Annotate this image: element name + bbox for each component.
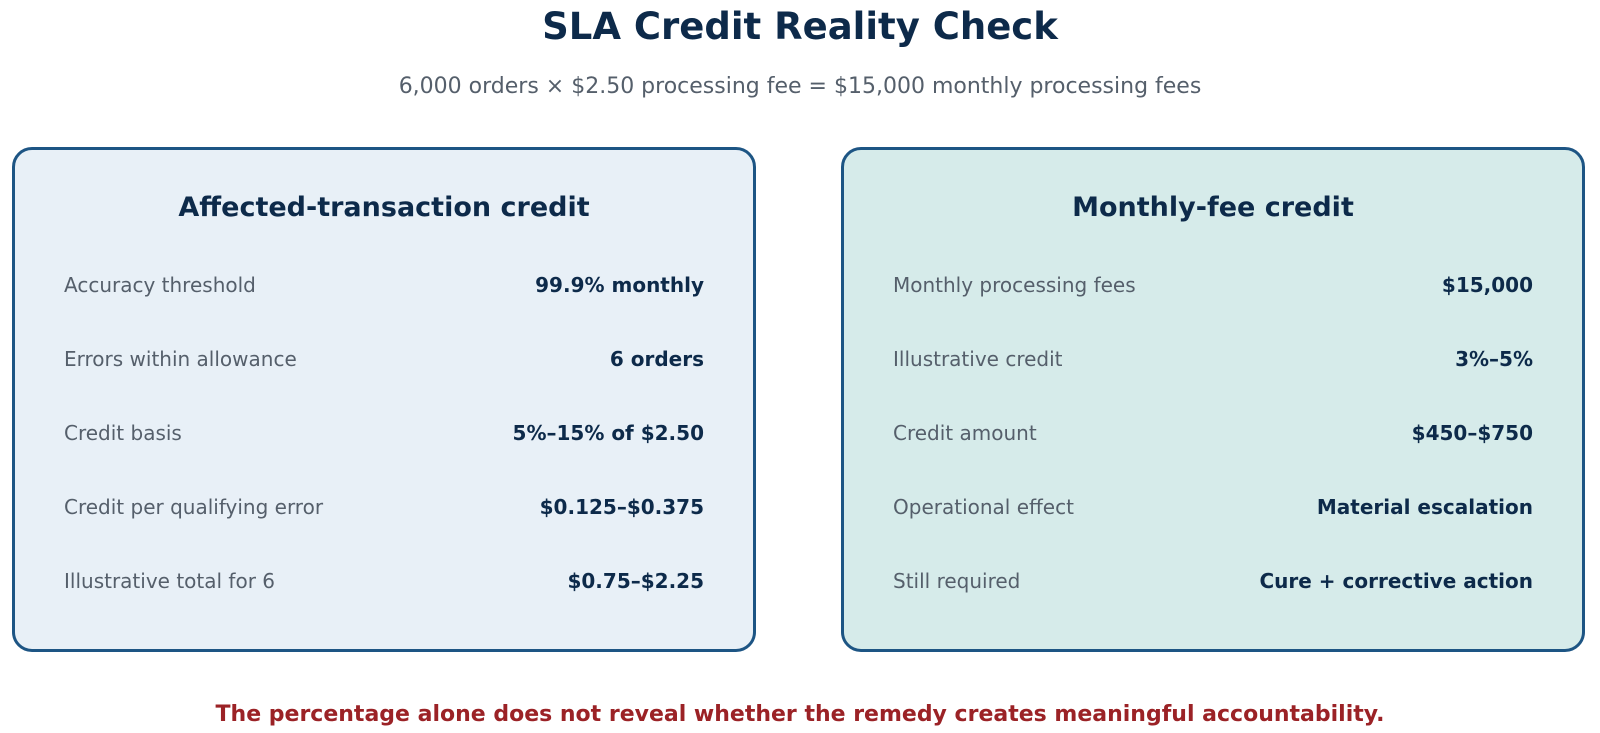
row-value: $15,000 [1441, 273, 1533, 297]
card-heading: Monthly-fee credit [1072, 192, 1354, 223]
card-row: Operational effect Material escalation [893, 492, 1533, 522]
row-value: Cure + corrective action [1259, 569, 1534, 593]
row-label: Errors within allowance [64, 347, 297, 371]
page-title: SLA Credit Reality Check [542, 5, 1058, 48]
card-row: Credit per qualifying error $0.125–$0.37… [64, 492, 704, 522]
card-row: Still required Cure + corrective action [893, 566, 1533, 596]
card-row: Credit basis 5%–15% of $2.50 [64, 418, 704, 448]
row-value: 6 orders [609, 347, 704, 371]
affected-transaction-credit-card: Affected-transaction credit Accuracy thr… [12, 147, 756, 652]
row-value: $0.75–$2.25 [567, 569, 704, 593]
row-value: 5%–15% of $2.50 [512, 421, 704, 445]
row-value: 3%–5% [1455, 347, 1533, 371]
footer-note: The percentage alone does not reveal whe… [215, 702, 1385, 727]
page-subtitle: 6,000 orders × $2.50 processing fee = $1… [398, 74, 1202, 99]
row-label: Still required [893, 569, 1021, 593]
row-value: 99.9% monthly [535, 273, 704, 297]
card-row: Illustrative total for 6 $0.75–$2.25 [64, 566, 704, 596]
monthly-fee-credit-card: Monthly-fee credit Monthly processing fe… [841, 147, 1585, 652]
row-label: Operational effect [893, 495, 1074, 519]
card-row: Errors within allowance 6 orders [64, 344, 704, 374]
card-row: Illustrative credit 3%–5% [893, 344, 1533, 374]
row-label: Illustrative total for 6 [64, 569, 275, 593]
row-value: $0.125–$0.375 [539, 495, 704, 519]
card-row: Credit amount $450–$750 [893, 418, 1533, 448]
row-value: Material escalation [1316, 495, 1533, 519]
row-label: Credit amount [893, 421, 1037, 445]
card-row: Accuracy threshold 99.9% monthly [64, 270, 704, 300]
row-label: Credit basis [64, 421, 182, 445]
row-value: $450–$750 [1411, 421, 1533, 445]
row-label: Credit per qualifying error [64, 495, 324, 519]
card-heading: Affected-transaction credit [178, 192, 590, 223]
card-row: Monthly processing fees $15,000 [893, 270, 1533, 300]
row-label: Illustrative credit [893, 347, 1063, 371]
row-label: Monthly processing fees [893, 273, 1136, 297]
row-label: Accuracy threshold [64, 273, 256, 297]
